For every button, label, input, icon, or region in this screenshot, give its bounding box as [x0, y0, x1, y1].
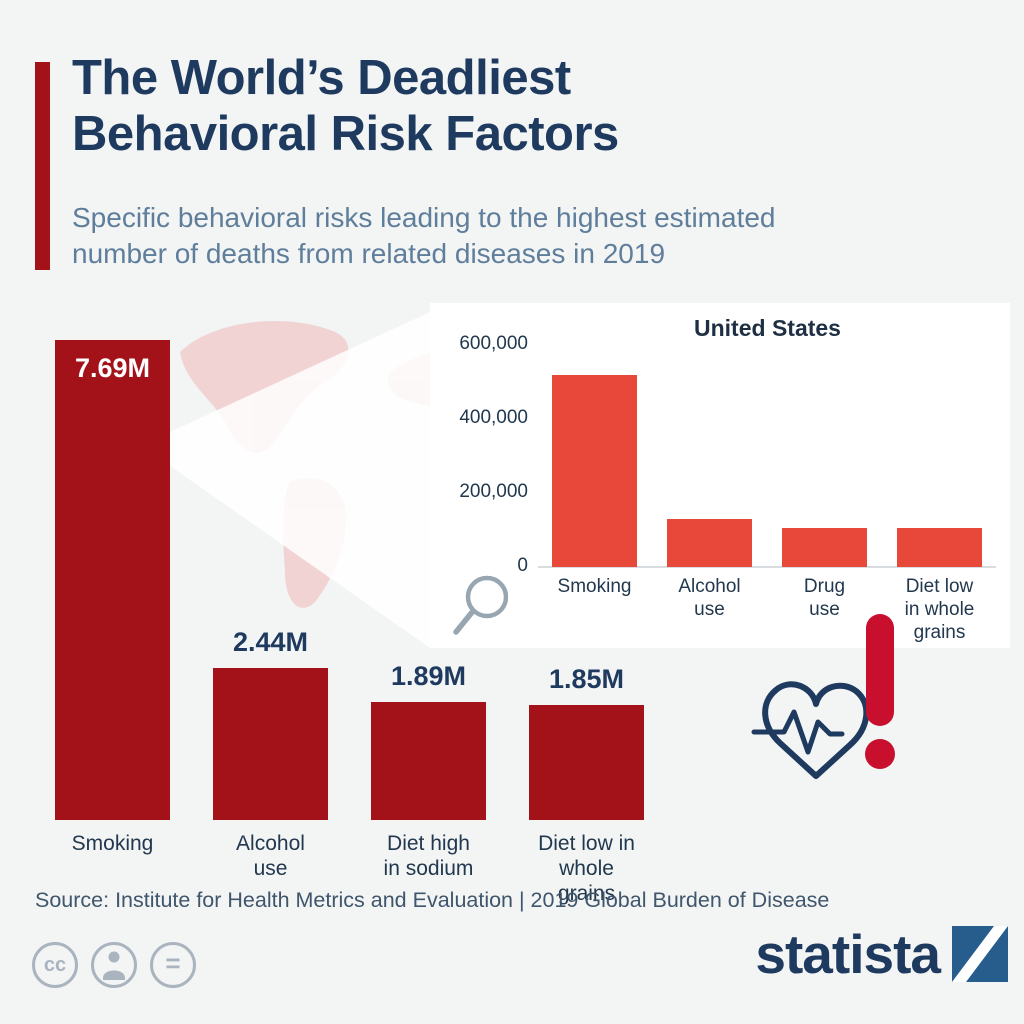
title-line-2: Behavioral Risk Factors: [72, 107, 619, 162]
bar-category-label: Diet high in sodium: [383, 832, 474, 880]
title-line-1: The World’s Deadliest: [72, 51, 571, 105]
cc-icon[interactable]: cc: [32, 942, 78, 988]
bar-drug-use: [782, 528, 867, 567]
exclamation-icon: [866, 614, 894, 726]
inset-baseline: [538, 566, 996, 568]
bar-area: [653, 345, 766, 567]
bar-column-diet-low-in-whole-grains: Diet low in whole grains: [883, 345, 996, 645]
license-row: cc =: [32, 942, 196, 988]
bar-category-label: Diet low in whole grains: [538, 832, 635, 905]
exclamation-dot-icon: [865, 739, 895, 769]
bar-area: 7.69M: [55, 340, 170, 820]
statista-brand[interactable]: statista: [755, 926, 1008, 982]
subtitle: Specific behavioral risks leading to the…: [72, 200, 776, 273]
y-tick-label: 600,000: [459, 333, 528, 354]
heart-pulse-icon: [751, 614, 895, 779]
bar-category-label: Diet low in whole grains: [904, 576, 975, 643]
bar-area: [883, 345, 996, 567]
y-tick-label: 400,000: [459, 407, 528, 428]
us-inset-panel: United States 0 200,000 400,000 600,000 Smo…: [430, 303, 1010, 648]
page-title: The World’s Deadliest Behavioral Risk Fac…: [72, 50, 619, 163]
bar-category-label: Alcohol use: [236, 832, 305, 880]
subtitle-line-2: number of deaths from related diseases i…: [72, 238, 666, 270]
bar-area: 1.85M: [529, 340, 644, 820]
bar-column-smoking: Smoking: [538, 345, 651, 645]
bar-diet-high-in-sodium: [371, 702, 486, 820]
global-bar-chart: 7.69M Smoking 2.44M Alcohol use 1.89M Diet hi…: [55, 340, 644, 906]
bar-alcohol-use: [213, 668, 328, 820]
bar-area: [768, 345, 881, 567]
bar-category-label: Drug use: [803, 576, 846, 620]
bar-column-drug-use: Drug use: [768, 345, 881, 645]
bar-value-label: 2.44M: [232, 627, 309, 657]
source-text: Source: Institute for Health Metrics and…: [35, 888, 830, 912]
statista-logo-icon: [952, 926, 1008, 982]
bar-diet-low-in-whole-grains: [529, 705, 644, 820]
equals-icon[interactable]: =: [150, 942, 196, 988]
bar-value-label: 1.85M: [548, 664, 625, 694]
bar-diet-low-in-whole-grains: [897, 528, 982, 567]
y-tick-label: 200,000: [459, 481, 528, 502]
attribution-person-icon[interactable]: [91, 942, 137, 988]
bar-value-label: 1.89M: [390, 661, 467, 691]
heart-outline-icon: [762, 681, 870, 779]
bar-smoking: [55, 340, 170, 820]
pulse-line-icon: [751, 709, 845, 755]
bar-area: [538, 345, 651, 567]
bar-column-diet-high-in-sodium: 1.89M Diet high in sodium: [371, 340, 486, 906]
bar-value-label: 7.69M: [74, 353, 151, 383]
bar-category-label: Smoking: [71, 832, 154, 855]
us-bar-chart: Smoking Alcohol use Drug use Diet low in wh…: [538, 345, 996, 645]
y-tick-label: 0: [517, 555, 528, 576]
magnifier-icon: [453, 575, 508, 635]
statista-wordmark: statista: [755, 922, 941, 985]
title-accent-bar: [35, 62, 50, 270]
bar-smoking: [552, 375, 637, 567]
bar-column-smoking: 7.69M Smoking: [55, 340, 170, 906]
inset-y-axis: 0 200,000 400,000 600,000: [440, 333, 528, 576]
bar-alcohol-use: [667, 519, 752, 567]
person-icon: [103, 951, 125, 980]
subtitle-line-1: Specific behavioral risks leading to the…: [72, 202, 776, 233]
bar-area: 2.44M: [213, 340, 328, 820]
bar-column-alcohol-use: Alcohol use: [653, 345, 766, 645]
bar-column-diet-low-in-whole-grains: 1.85M Diet low in whole grains: [529, 340, 644, 906]
bar-column-alcohol-use: 2.44M Alcohol use: [213, 340, 328, 906]
bar-area: 1.89M: [371, 340, 486, 820]
bar-category-label: Alcohol use: [678, 576, 741, 620]
inset-title: United States: [694, 315, 841, 341]
bar-category-label: Smoking: [557, 576, 632, 597]
